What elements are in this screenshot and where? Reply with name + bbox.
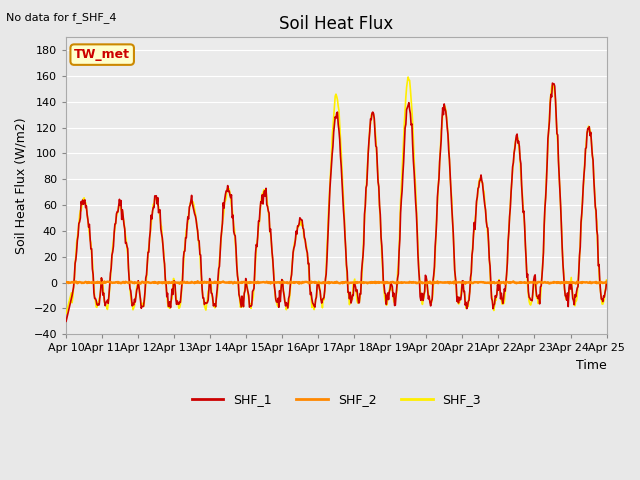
Title: Soil Heat Flux: Soil Heat Flux: [279, 15, 394, 33]
Legend: SHF_1, SHF_2, SHF_3: SHF_1, SHF_2, SHF_3: [186, 388, 486, 411]
Text: TW_met: TW_met: [74, 48, 130, 61]
Text: No data for f_SHF_4: No data for f_SHF_4: [6, 12, 117, 23]
X-axis label: Time: Time: [576, 359, 607, 372]
Y-axis label: Soil Heat Flux (W/m2): Soil Heat Flux (W/m2): [15, 118, 28, 254]
